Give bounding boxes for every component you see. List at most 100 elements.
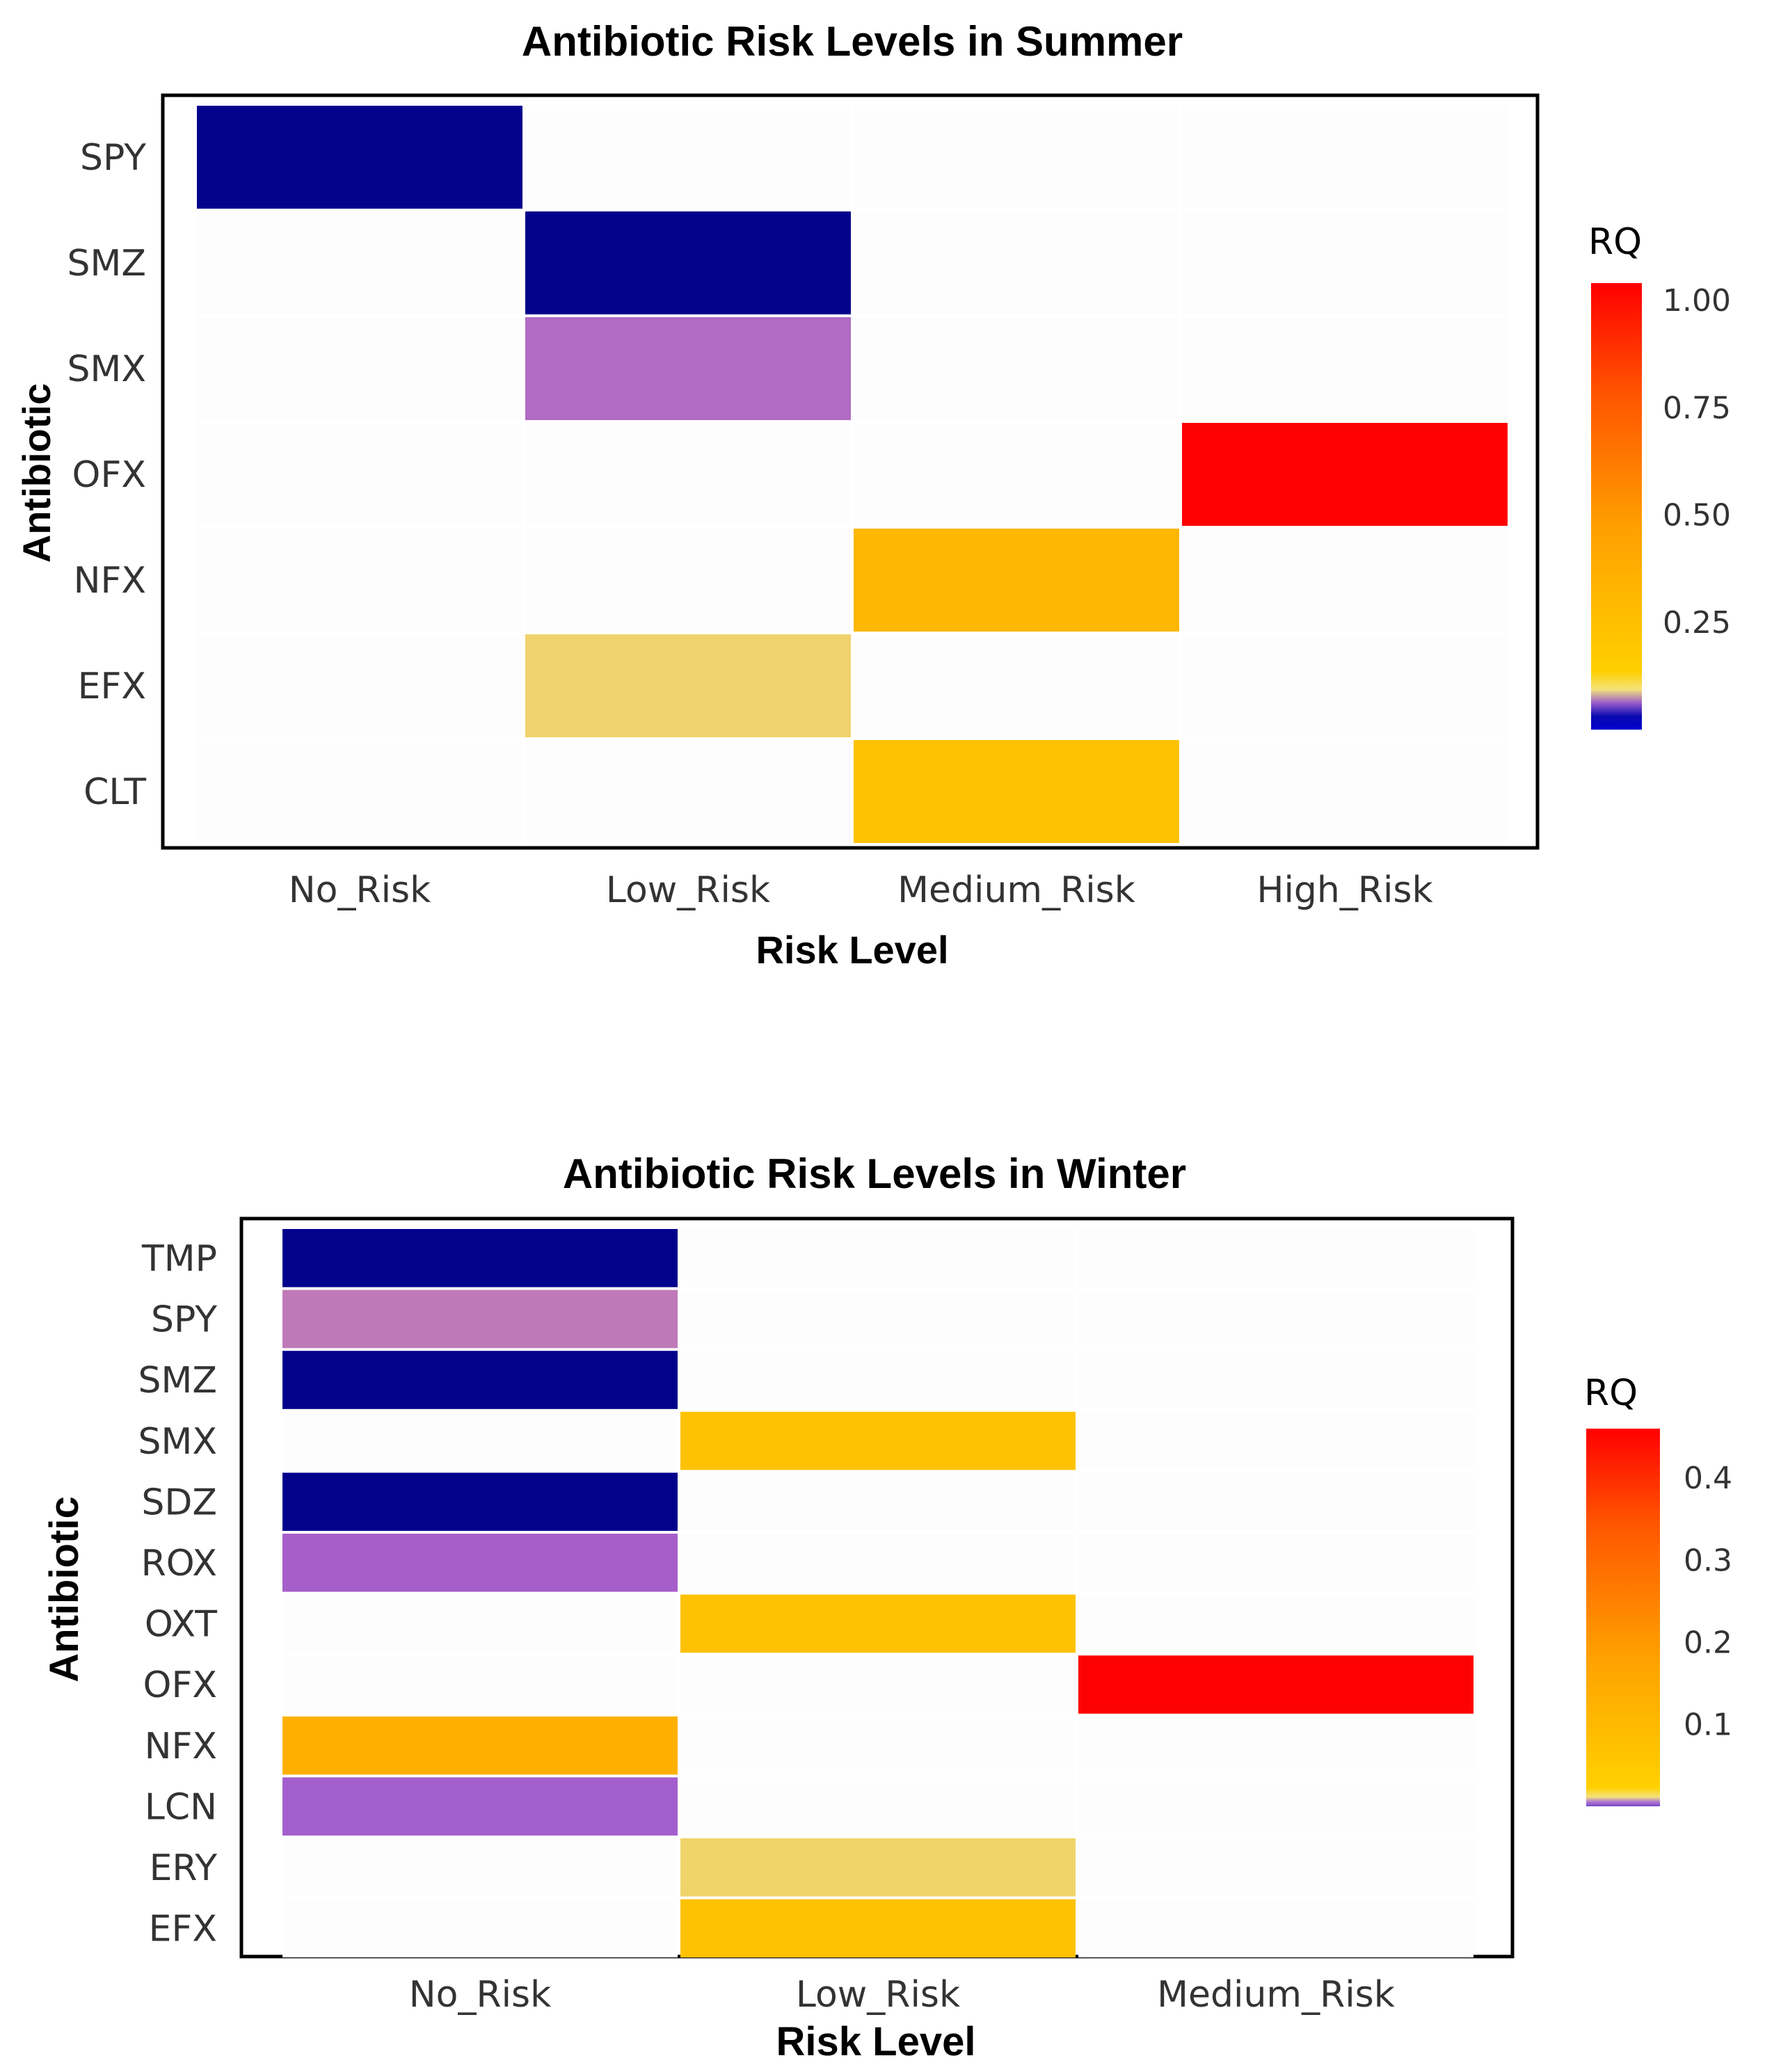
background-tile xyxy=(1182,634,1508,737)
summer-cell-clt-medium-risk xyxy=(854,740,1179,843)
summer-y-tick-smz: SMZ xyxy=(67,243,147,284)
background-tile xyxy=(1078,1351,1474,1409)
summer-cell-ofx-high-risk xyxy=(1182,423,1508,526)
winter-x-axis-title: Risk Level xyxy=(776,2019,976,2064)
winter-legend-tick-0-2: 0.2 xyxy=(1684,1625,1732,1660)
winter-cell-nfx-no-risk xyxy=(282,1716,678,1775)
background-tile xyxy=(197,634,522,737)
background-tile xyxy=(1078,1472,1474,1531)
winter-y-tick-smx: SMX xyxy=(138,1421,218,1463)
background-tile xyxy=(282,1838,678,1897)
background-tile xyxy=(1078,1594,1474,1653)
summer-y-tick-nfx: NFX xyxy=(74,560,146,602)
summer-y-tick-smx: SMX xyxy=(67,348,147,390)
winter-chart: Antibiotic Risk Levels in Winter TMP SPY S… xyxy=(42,1150,1732,2064)
background-tile xyxy=(282,1655,678,1714)
background-tile xyxy=(1078,1229,1474,1287)
winter-cell-tmp-no-risk xyxy=(282,1229,678,1287)
winter-y-tick-nfx: NFX xyxy=(145,1726,217,1767)
background-tile xyxy=(854,634,1179,737)
summer-y-axis-title: Antibiotic xyxy=(15,383,58,563)
background-tile xyxy=(680,1472,1076,1531)
summer-chart: Antibiotic Risk Levels in Summer SPYSMZS… xyxy=(15,18,1731,972)
winter-legend-ticks: 0.4 0.3 0.2 0.1 xyxy=(1663,1461,1732,1742)
background-tile xyxy=(1078,1534,1474,1592)
winter-x-tick-labels: No_Risk Low_Risk Medium_Risk xyxy=(409,1974,1395,2016)
winter-cell-efx-low-risk xyxy=(680,1899,1076,1958)
winter-cell-sdz-no-risk xyxy=(282,1472,678,1531)
background-tile xyxy=(197,740,522,843)
winter-y-axis-title: Antibiotic xyxy=(42,1496,87,1682)
background-tile xyxy=(680,1351,1076,1409)
background-tile xyxy=(1182,106,1508,209)
winter-y-tick-sdz: SDZ xyxy=(141,1481,217,1523)
summer-x-tick-medium-risk: Medium_Risk xyxy=(897,869,1135,911)
summer-cell-efx-low-risk xyxy=(525,634,851,737)
background-tile xyxy=(680,1777,1076,1836)
background-tile xyxy=(854,423,1179,526)
winter-cell-smx-low-risk xyxy=(680,1411,1076,1470)
background-tile xyxy=(854,317,1179,420)
summer-y-tick-efx: EFX xyxy=(78,666,146,707)
background-tile xyxy=(197,529,522,632)
winter-x-tick-medium-risk: Medium_Risk xyxy=(1157,1974,1395,2016)
winter-y-tick-rox: ROX xyxy=(141,1543,217,1584)
background-tile xyxy=(197,211,522,314)
background-tile xyxy=(1078,1716,1474,1775)
winter-x-tick-low-risk: Low_Risk xyxy=(796,1974,960,2016)
summer-cell-nfx-medium-risk xyxy=(854,529,1179,632)
summer-x-tick-low-risk: Low_Risk xyxy=(606,869,770,911)
background-tile xyxy=(1078,1290,1474,1349)
background-tile xyxy=(525,106,851,209)
winter-cell-oxt-low-risk xyxy=(680,1594,1076,1653)
winter-y-tick-ofx: OFX xyxy=(143,1664,217,1706)
summer-y-tick-labels: SPY SMZ SMX OFX NFX EFX CLT xyxy=(67,137,147,813)
summer-x-axis-title: Risk Level xyxy=(756,928,948,972)
summer-colorbar xyxy=(1591,283,1642,730)
summer-y-tick-ofx: OFX xyxy=(72,454,146,496)
winter-y-tick-spy: SPY xyxy=(151,1299,217,1341)
winter-cell-ofx-medium-risk xyxy=(1078,1655,1474,1714)
winter-y-tick-tmp: TMP xyxy=(141,1238,217,1280)
background-tile xyxy=(525,740,851,843)
summer-legend-tick-0-25: 0.25 xyxy=(1663,605,1731,641)
summer-cell-spy-no-risk xyxy=(197,106,522,209)
summer-cell-smx-low-risk xyxy=(525,317,851,420)
background-tile xyxy=(680,1655,1076,1714)
background-tile xyxy=(680,1716,1076,1775)
background-tile xyxy=(197,317,522,420)
winter-y-tick-labels: TMP SPY SMZ SMX SDZ ROX OXT OFX NFX LCN ERY EFX xyxy=(138,1238,218,1950)
summer-title: Antibiotic Risk Levels in Summer xyxy=(522,18,1183,65)
background-tile xyxy=(680,1534,1076,1592)
summer-legend-tick-0-75: 0.75 xyxy=(1663,390,1731,426)
background-tile xyxy=(282,1594,678,1653)
winter-cells xyxy=(282,1229,1474,1958)
summer-x-tick-labels: No_Risk Low_Risk Medium_Risk High_Risk xyxy=(289,869,1433,911)
winter-legend-tick-0-3: 0.3 xyxy=(1684,1543,1732,1578)
winter-title: Antibiotic Risk Levels in Winter xyxy=(563,1150,1186,1197)
summer-cell-smz-low-risk xyxy=(525,211,851,314)
summer-y-tick-clt: CLT xyxy=(83,771,146,813)
background-tile xyxy=(1182,211,1508,314)
winter-y-tick-lcn: LCN xyxy=(145,1786,217,1828)
winter-y-tick-smz: SMZ xyxy=(138,1360,218,1402)
winter-y-tick-efx: EFX xyxy=(149,1909,217,1950)
background-tile xyxy=(680,1290,1076,1349)
background-tile xyxy=(854,211,1179,314)
background-tile xyxy=(1182,317,1508,420)
summer-x-tick-high-risk: High_Risk xyxy=(1256,869,1432,911)
summer-y-tick-spy: SPY xyxy=(80,137,146,179)
background-tile xyxy=(680,1229,1076,1287)
winter-cell-smz-no-risk xyxy=(282,1351,678,1409)
background-tile xyxy=(282,1411,678,1470)
background-tile xyxy=(1078,1838,1474,1897)
winter-legend-tick-0-1: 0.1 xyxy=(1684,1707,1732,1742)
summer-legend-tick-1-00: 1.00 xyxy=(1663,283,1731,319)
winter-legend-tick-0-4: 0.4 xyxy=(1684,1461,1732,1496)
summer-x-tick-no-risk: No_Risk xyxy=(289,869,431,911)
background-tile xyxy=(197,423,522,526)
winter-cell-rox-no-risk xyxy=(282,1534,678,1592)
summer-cells xyxy=(197,106,1508,843)
background-tile xyxy=(1182,740,1508,843)
winter-y-tick-oxt: OXT xyxy=(145,1604,217,1646)
